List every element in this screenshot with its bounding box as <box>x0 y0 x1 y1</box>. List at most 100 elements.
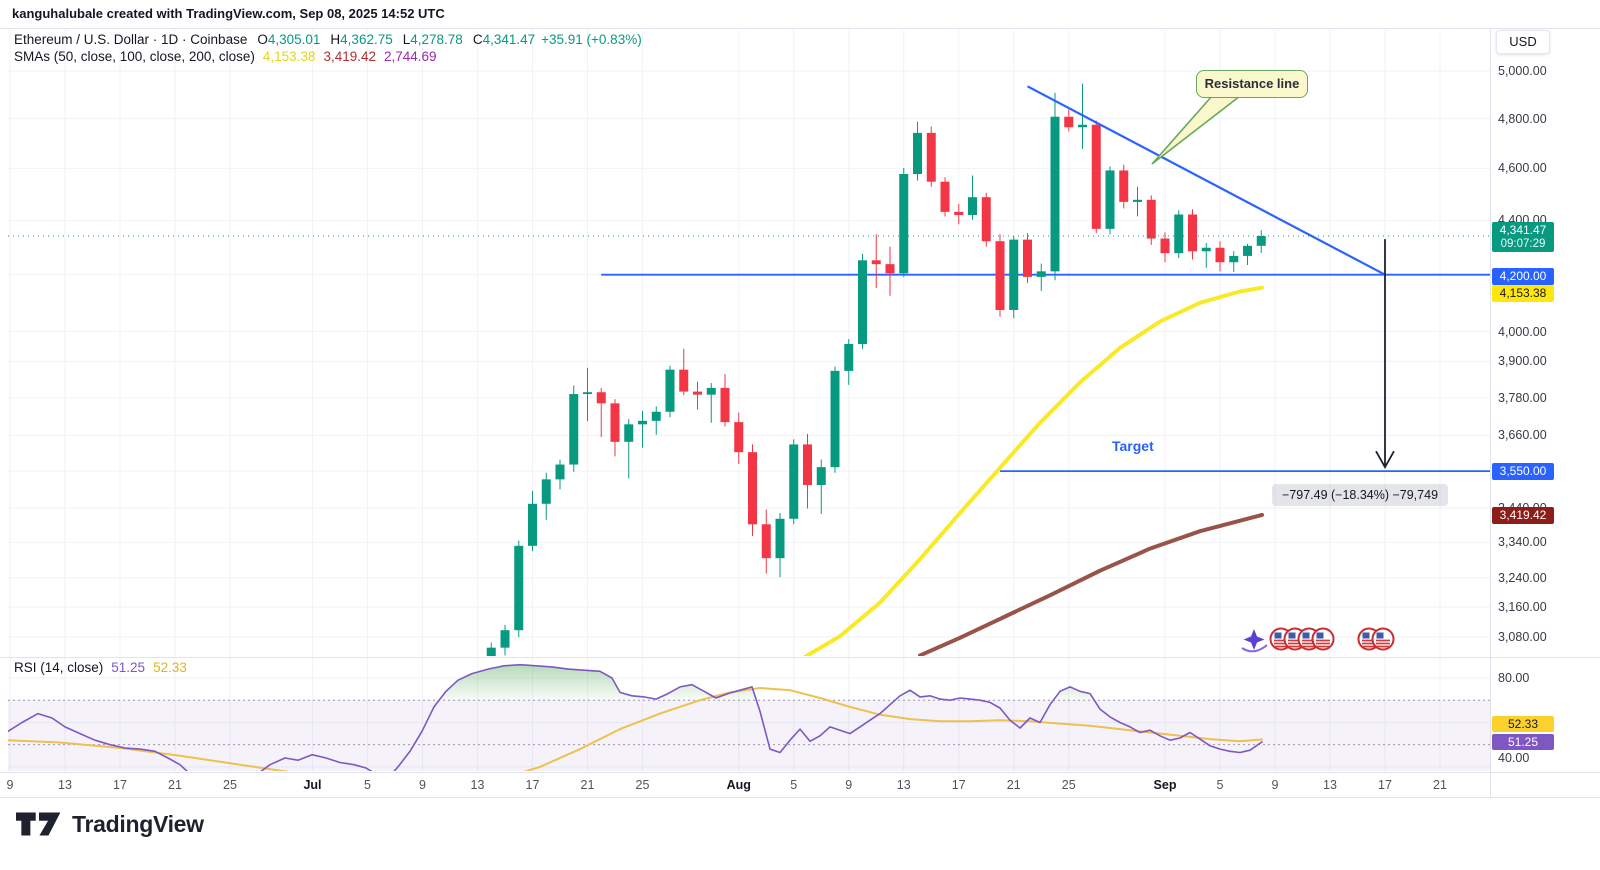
resistance-trendline <box>1026 85 1386 276</box>
candle-body <box>1146 199 1156 239</box>
header-separator <box>0 28 1600 29</box>
time-axis-label: 21 <box>168 778 182 792</box>
candle-body <box>679 369 689 392</box>
candle-body <box>596 392 606 404</box>
candle-body <box>1023 239 1032 277</box>
time-axis-label: 17 <box>951 778 966 792</box>
candle-body <box>1133 199 1142 202</box>
candle-body <box>761 524 771 559</box>
rsi-badge: 51.25 <box>1492 734 1554 750</box>
candle-body <box>1201 247 1211 252</box>
sma200-value: 2,744.69 <box>384 49 437 64</box>
brand-name: TradingView <box>72 810 204 837</box>
candle-body <box>954 211 964 216</box>
candle-body <box>885 264 895 274</box>
candle-body <box>775 518 785 559</box>
candle-body <box>995 241 1005 310</box>
attribution-text: kanguhalubale created with TradingView.c… <box>12 6 445 21</box>
candle-body <box>1078 124 1087 128</box>
target-level-badge: 3,550.00 <box>1492 463 1554 480</box>
price-axis-label: 3,900.00 <box>1498 354 1547 369</box>
price-axis-label: 3,160.00 <box>1498 600 1547 615</box>
candle-body <box>1105 170 1115 229</box>
time-axis-label: 17 <box>113 778 127 792</box>
time-axis-label: Sep <box>1153 778 1177 792</box>
candle-body <box>913 132 922 175</box>
candle-body <box>1174 214 1184 254</box>
ohlc-low: L4,278.78 <box>402 32 463 47</box>
candle-body <box>555 464 565 480</box>
time-axis-label: 17 <box>1378 778 1392 792</box>
price-pane <box>8 83 1490 656</box>
time-axis-label: 9 <box>419 778 426 792</box>
target-label[interactable]: Target <box>1112 438 1154 454</box>
candle-body <box>610 403 620 442</box>
rsi-pane <box>8 663 1490 771</box>
candle-body <box>926 132 936 182</box>
shooting-star-trail <box>1241 644 1268 653</box>
rsi-legend[interactable]: RSI (14, close) 51.25 52.33 <box>14 660 187 675</box>
sma-legend[interactable]: SMAs (50, close, 100, close, 200, close)… <box>14 49 437 64</box>
resistance-callout[interactable]: Resistance line <box>1196 70 1308 98</box>
flag-canton <box>1316 632 1324 639</box>
us-flag-sticker-icon <box>1311 627 1335 651</box>
candle-body <box>541 479 551 504</box>
candle-body <box>789 444 799 519</box>
candle-body <box>803 444 812 486</box>
sma50-line <box>803 285 1264 656</box>
rsi-ma-value: 52.33 <box>153 660 187 675</box>
sma50-value: 4,153.38 <box>262 49 316 64</box>
rsi-axis-label: 80.00 <box>1498 671 1530 685</box>
symbol-title: Ethereum / U.S. Dollar · 1D · Coinbase <box>14 32 248 47</box>
measurement-readout[interactable]: −797.49 (−18.34%) −79,749 <box>1271 484 1449 506</box>
candle-body <box>1119 170 1129 202</box>
rsi-ma-line <box>8 687 1263 771</box>
price-axis-label: 4,600.00 <box>1498 161 1547 176</box>
price-axis-label: 3,780.00 <box>1498 390 1547 405</box>
price-axis-label: 3,240.00 <box>1498 570 1547 585</box>
price-axis-label: 3,660.00 <box>1498 428 1547 443</box>
bar-countdown: 09:07:29 <box>1500 238 1546 250</box>
candle-body <box>899 174 909 274</box>
candle-body <box>583 392 592 395</box>
candle-body <box>1050 116 1060 272</box>
candle-body <box>1091 124 1101 229</box>
rsi-ma-badge: 52.33 <box>1492 716 1554 732</box>
price-axis-label: 3,080.00 <box>1498 630 1547 644</box>
price-axis-label: 3,340.00 <box>1498 535 1547 550</box>
time-axis-label: 25 <box>635 778 650 792</box>
candle-body <box>1036 271 1046 277</box>
time-axis-label: 25 <box>223 778 237 792</box>
ohlc-open: O4,305.01 <box>257 32 321 47</box>
currency-toggle-button[interactable]: USD <box>1496 30 1550 54</box>
candle-body <box>693 391 702 395</box>
time-axis-label: 5 <box>364 778 371 792</box>
sma50-badge: 4,153.38 <box>1492 285 1554 302</box>
sma100-value: 3,419.42 <box>323 49 376 64</box>
flag-canton <box>1274 632 1282 639</box>
candle-body <box>940 181 950 212</box>
current-price-value: 4,341.47 <box>1499 223 1547 237</box>
rsi-line <box>8 663 1263 771</box>
time-axis-label: 21 <box>580 778 595 792</box>
candle-body <box>858 260 867 345</box>
us-flag-sticker-icon <box>1371 627 1395 651</box>
sma100-badge: 3,419.42 <box>1492 507 1554 524</box>
candle-body <box>981 197 991 242</box>
symbol-legend[interactable]: Ethereum / U.S. Dollar · 1D · Coinbase O… <box>14 32 642 47</box>
time-axis-label: 9 <box>1271 778 1279 792</box>
change-value: +35.91 (+0.83%) <box>541 32 642 47</box>
time-axis-label: 13 <box>470 778 485 792</box>
candle-body <box>1160 238 1170 254</box>
support-level-badge: 4,200.00 <box>1492 268 1554 285</box>
price-axis-label: 4,000.00 <box>1498 324 1547 339</box>
time-axis-label: 13 <box>1323 778 1337 792</box>
time-axis-label: 21 <box>1006 778 1021 792</box>
candle-body <box>1229 255 1239 263</box>
sma100-line <box>918 512 1264 656</box>
time-axis-label: Aug <box>726 778 751 792</box>
price-axis-label: 5,000.00 <box>1498 64 1547 78</box>
pane-separator[interactable] <box>0 657 1600 658</box>
